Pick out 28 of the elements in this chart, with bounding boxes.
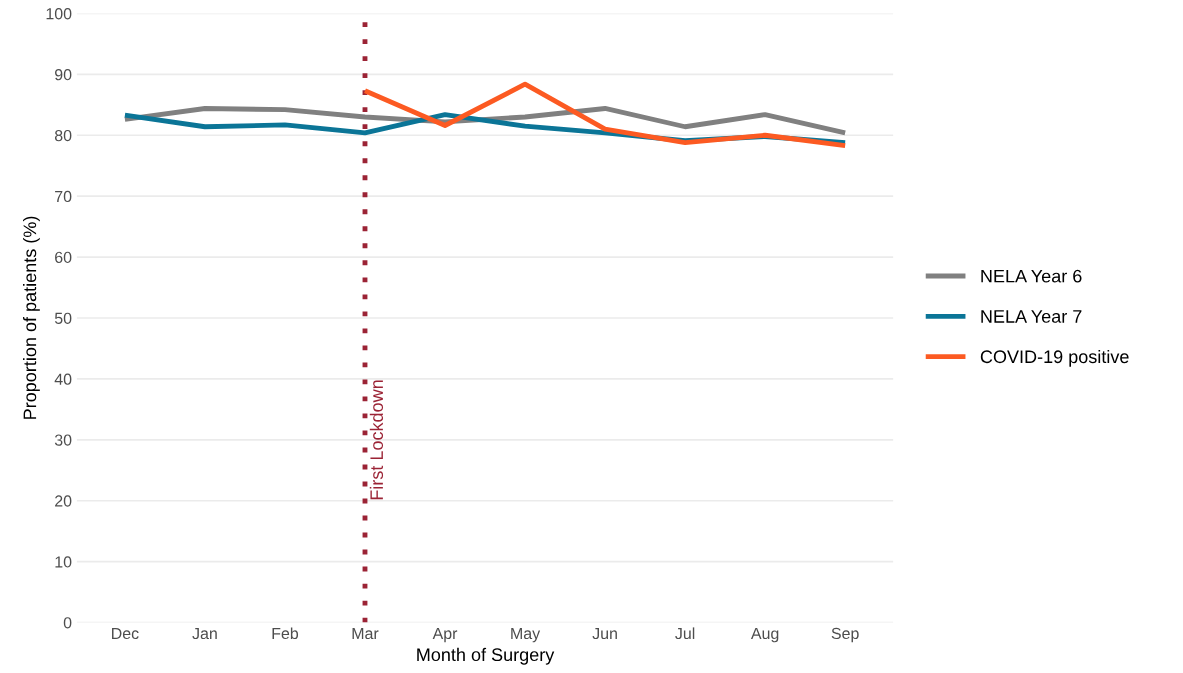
line-series [362,81,848,149]
x-tick-label: May [511,627,541,643]
x-tick-label: Feb [272,627,299,640]
y-tick-label: 40 [54,373,72,385]
y-tick-label: 20 [55,495,72,507]
x-tick-label: Jun [592,627,617,640]
x-tick-label: Apr [432,627,458,643]
y-tick-label: 0 [63,617,72,629]
y-tick-label: 100 [46,8,72,20]
y-tick-label: 50 [54,312,72,324]
y-tick-label: 80 [54,129,72,142]
x-tick-label: Jul [675,627,695,640]
x-tick-label: Aug [750,627,779,643]
y-tick-label: 70 [55,190,72,203]
y-tick-label: 10 [55,556,72,568]
y-tick-label: 60 [55,251,72,264]
x-tick-label: Mar [352,627,379,640]
x-axis-title: Month of Surgery [417,647,555,665]
legend-label: COVID-19 positive [980,349,1129,367]
y-tick-label: 90 [55,69,72,81]
x-tick-label: Sep [831,627,859,643]
x-tick-label: Jan [192,627,217,640]
ref-line-label: First Lockdown [369,380,384,500]
legend-label: NELA Year 7 [981,310,1082,323]
y-tick-label: 30 [54,434,72,446]
x-tick-label: Dec [112,627,139,640]
y-axis-title: Proportion of patients (%) [23,216,40,419]
legend-label: NELA Year 6 [981,269,1082,283]
